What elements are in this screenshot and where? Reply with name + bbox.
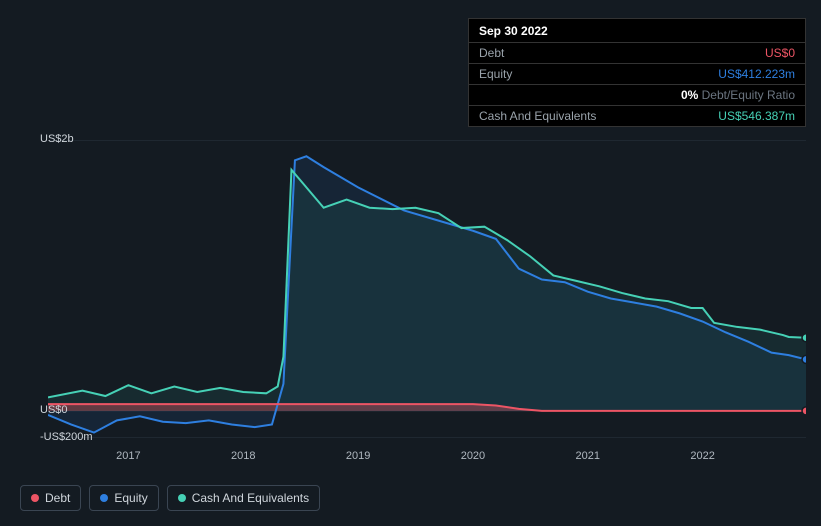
- tooltip-row: Cash And Equivalents US$546.387m: [469, 106, 805, 126]
- x-axis-label: 2019: [346, 450, 370, 462]
- tooltip-row: Equity US$412.223m: [469, 64, 805, 85]
- y-axis-label: -US$200m: [40, 431, 44, 443]
- legend-label: Cash And Equivalents: [192, 491, 309, 505]
- chart-container: Sep 30 2022 Debt US$0 Equity US$412.223m 0% …: [0, 0, 821, 526]
- chart-svg: [48, 140, 806, 438]
- tooltip-row: 0% Debt/Equity Ratio: [469, 85, 805, 106]
- legend-label: Debt: [45, 491, 70, 505]
- tooltip-date: Sep 30 2022: [469, 19, 805, 43]
- chart-tooltip: Sep 30 2022 Debt US$0 Equity US$412.223m 0% …: [468, 18, 806, 127]
- tooltip-row: Debt US$0: [469, 43, 805, 64]
- x-axis-label: 2017: [116, 450, 140, 462]
- chart-legend: Debt Equity Cash And Equivalents: [20, 485, 320, 511]
- x-axis-label: 2020: [461, 450, 485, 462]
- legend-item-debt[interactable]: Debt: [20, 485, 81, 511]
- legend-dot-icon: [100, 494, 108, 502]
- tooltip-label: Debt: [479, 47, 504, 59]
- legend-item-equity[interactable]: Equity: [89, 485, 158, 511]
- y-axis-label: US$0: [40, 404, 44, 416]
- tooltip-label: Cash And Equivalents: [479, 110, 596, 122]
- tooltip-label: Equity: [479, 68, 512, 80]
- legend-item-cash[interactable]: Cash And Equivalents: [167, 485, 320, 511]
- legend-dot-icon: [31, 494, 39, 502]
- tooltip-value: US$546.387m: [718, 110, 795, 122]
- chart-plot-area[interactable]: US$2bUS$0-US$200m 2017201820192020202120…: [48, 140, 806, 438]
- x-axis-label: 2022: [690, 450, 714, 462]
- x-axis-label: 2021: [576, 450, 600, 462]
- tooltip-value: 0% Debt/Equity Ratio: [681, 89, 795, 101]
- y-axis-label: US$2b: [40, 133, 44, 145]
- tooltip-value: US$412.223m: [718, 68, 795, 80]
- x-axis-label: 2018: [231, 450, 255, 462]
- legend-dot-icon: [178, 494, 186, 502]
- legend-label: Equity: [114, 491, 147, 505]
- tooltip-value: US$0: [765, 47, 795, 59]
